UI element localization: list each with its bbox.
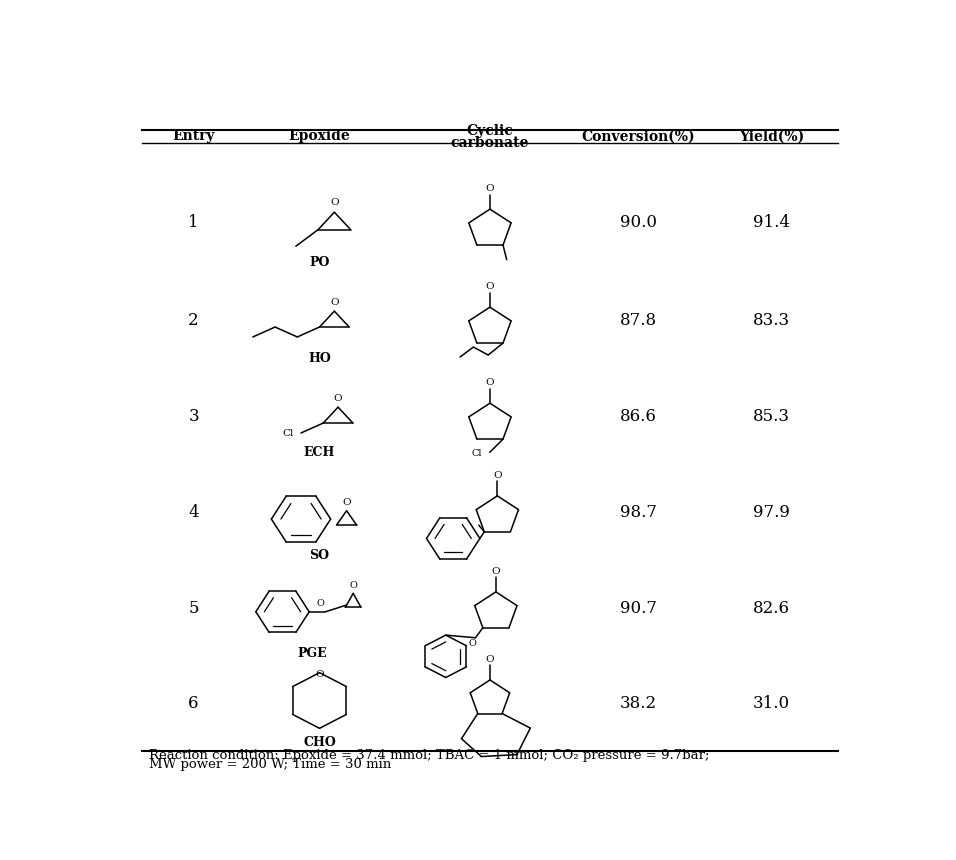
Text: O: O: [330, 199, 338, 207]
Text: carbonate: carbonate: [451, 136, 529, 150]
Text: 1: 1: [188, 214, 199, 230]
Text: 38.2: 38.2: [619, 696, 657, 712]
Text: Cl: Cl: [282, 429, 293, 438]
Text: Epoxide: Epoxide: [289, 129, 351, 144]
Text: HO: HO: [308, 353, 331, 366]
Text: 87.8: 87.8: [619, 312, 657, 329]
Text: O: O: [468, 639, 476, 648]
Text: Cyclic: Cyclic: [467, 124, 513, 138]
Text: PO: PO: [310, 255, 330, 268]
Text: 2: 2: [188, 312, 199, 329]
Text: O: O: [491, 567, 500, 576]
Text: Reaction condition: Epoxide = 37.4 mmol; TBAC = 1 mmol; CO₂ pressure = 9.7bar;: Reaction condition: Epoxide = 37.4 mmol;…: [149, 749, 709, 762]
Text: Conversion(%): Conversion(%): [581, 129, 695, 144]
Text: O: O: [486, 655, 494, 664]
Text: 83.3: 83.3: [753, 312, 790, 329]
Text: ECH: ECH: [304, 446, 336, 459]
Text: O: O: [493, 471, 502, 480]
Text: Cl: Cl: [471, 449, 482, 458]
Text: 91.4: 91.4: [753, 214, 790, 230]
Text: 98.7: 98.7: [619, 504, 657, 521]
Text: 90.7: 90.7: [619, 600, 657, 617]
Text: Entry: Entry: [172, 129, 215, 144]
Text: 4: 4: [188, 504, 199, 521]
Text: SO: SO: [310, 549, 330, 562]
Text: 3: 3: [188, 408, 199, 425]
Text: O: O: [315, 670, 324, 679]
Text: O: O: [342, 498, 351, 507]
Text: O: O: [486, 282, 494, 292]
Text: O: O: [486, 378, 494, 387]
Text: 5: 5: [188, 600, 199, 617]
Text: 97.9: 97.9: [753, 504, 790, 521]
Text: 82.6: 82.6: [753, 600, 790, 617]
Text: MW power = 200 W; Time = 30 min: MW power = 200 W; Time = 30 min: [149, 758, 391, 771]
Text: PGE: PGE: [297, 647, 327, 660]
Text: O: O: [349, 580, 358, 590]
Text: 90.0: 90.0: [619, 214, 657, 230]
Text: 85.3: 85.3: [753, 408, 790, 425]
Text: O: O: [334, 394, 342, 403]
Text: O: O: [486, 184, 494, 194]
Text: Yield(%): Yield(%): [739, 129, 804, 144]
Text: 86.6: 86.6: [619, 408, 657, 425]
Text: CHO: CHO: [303, 736, 336, 749]
Text: O: O: [330, 298, 338, 307]
Text: O: O: [316, 599, 324, 608]
Text: 31.0: 31.0: [753, 696, 790, 712]
Text: 6: 6: [188, 696, 199, 712]
